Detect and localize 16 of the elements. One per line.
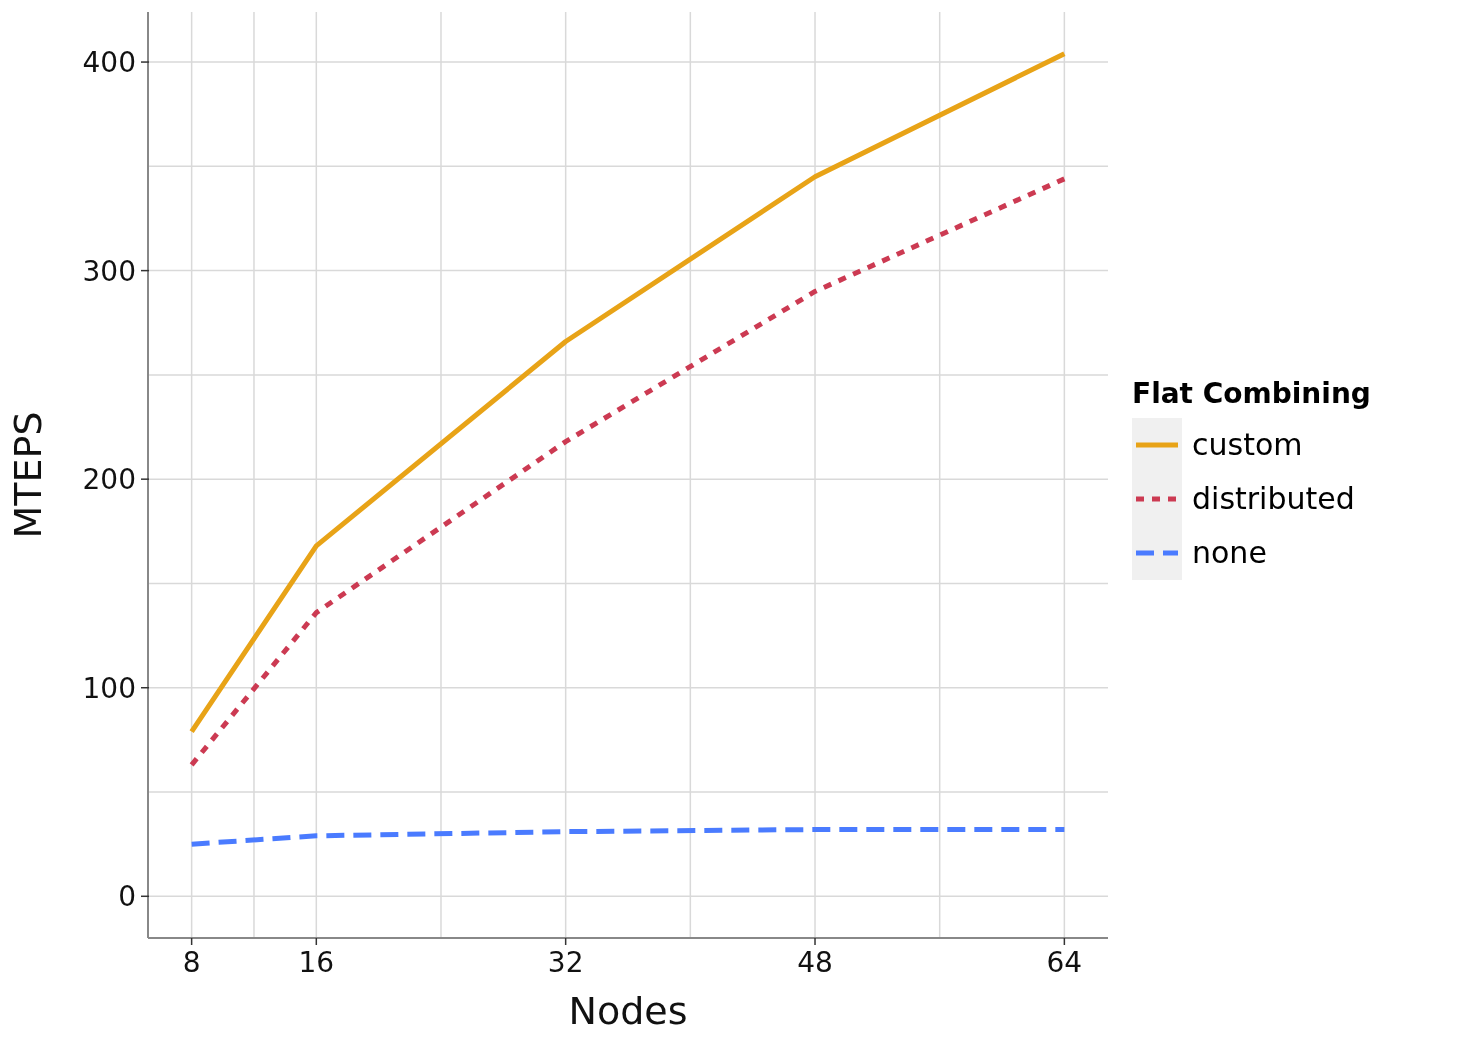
y-tick-label: 400 [82,46,136,80]
legend-label: distributed [1192,481,1355,516]
y-axis-title: MTEPS [6,411,51,539]
y-tick-label: 100 [82,671,136,705]
legend-label: none [1192,535,1267,570]
y-tick-label: 300 [82,254,136,288]
x-axis-title: Nodes [568,989,688,1033]
x-tick-label: 16 [298,946,335,979]
x-tick-label: 8 [182,946,201,979]
x-tick-label: 32 [547,946,584,979]
legend-title: Flat Combining [1132,376,1371,410]
x-tick-label: 48 [797,946,833,979]
y-tick-label: 0 [118,880,136,914]
legend-label: custom [1192,427,1303,462]
x-tick-label: 64 [1046,946,1083,979]
y-tick-label: 200 [82,463,136,497]
